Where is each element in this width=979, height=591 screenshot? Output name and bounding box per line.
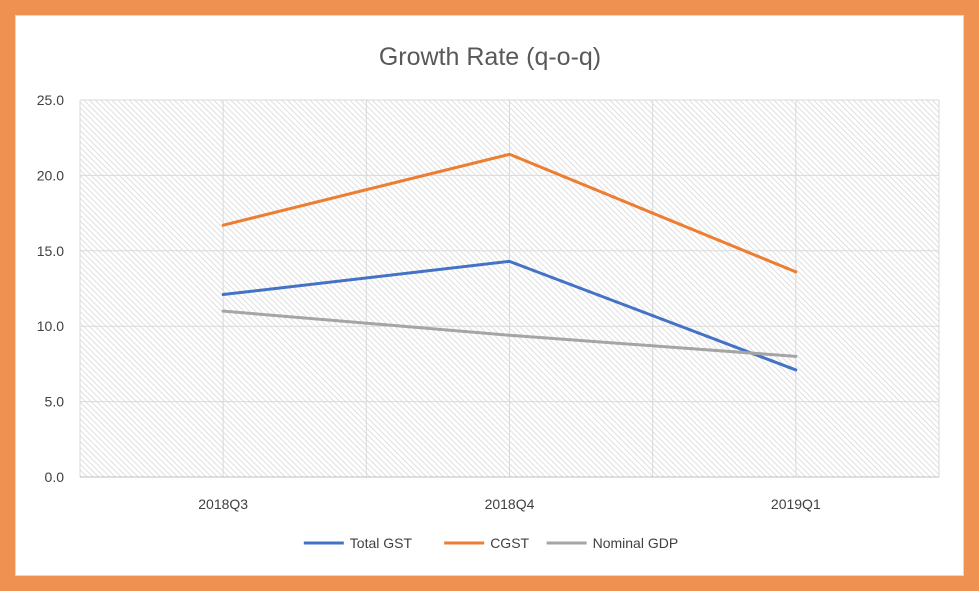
y-tick-label: 25.0 [37, 92, 64, 108]
y-axis-ticks: 0.0 5.0 10.0 15.0 20.0 25.0 [37, 92, 64, 485]
x-axis-ticks: 2018Q3 2018Q4 2019Q1 [198, 496, 821, 512]
y-tick-label: 20.0 [37, 167, 64, 183]
chart-title: Growth Rate (q-o-q) [379, 43, 601, 71]
y-tick-label: 0.0 [45, 469, 65, 485]
series-lines [221, 152, 798, 372]
legend-label: Total GST [350, 535, 413, 551]
legend-label: CGST [490, 535, 529, 551]
legend: Total GST CGST Nominal GDP [303, 535, 679, 551]
x-tick-label: 2019Q1 [771, 496, 821, 512]
x-tick-label: 2018Q4 [485, 496, 535, 512]
legend-label: Nominal GDP [593, 535, 679, 551]
gridlines [79, 99, 940, 478]
x-tick-label: 2018Q3 [198, 496, 248, 512]
series-line-total-gst [221, 259, 798, 372]
y-tick-label: 15.0 [37, 243, 64, 259]
y-tick-label: 10.0 [37, 318, 64, 334]
series-line-nominal-gdp [221, 309, 798, 358]
y-tick-label: 5.0 [45, 394, 65, 410]
series-line-cgst [221, 152, 798, 274]
